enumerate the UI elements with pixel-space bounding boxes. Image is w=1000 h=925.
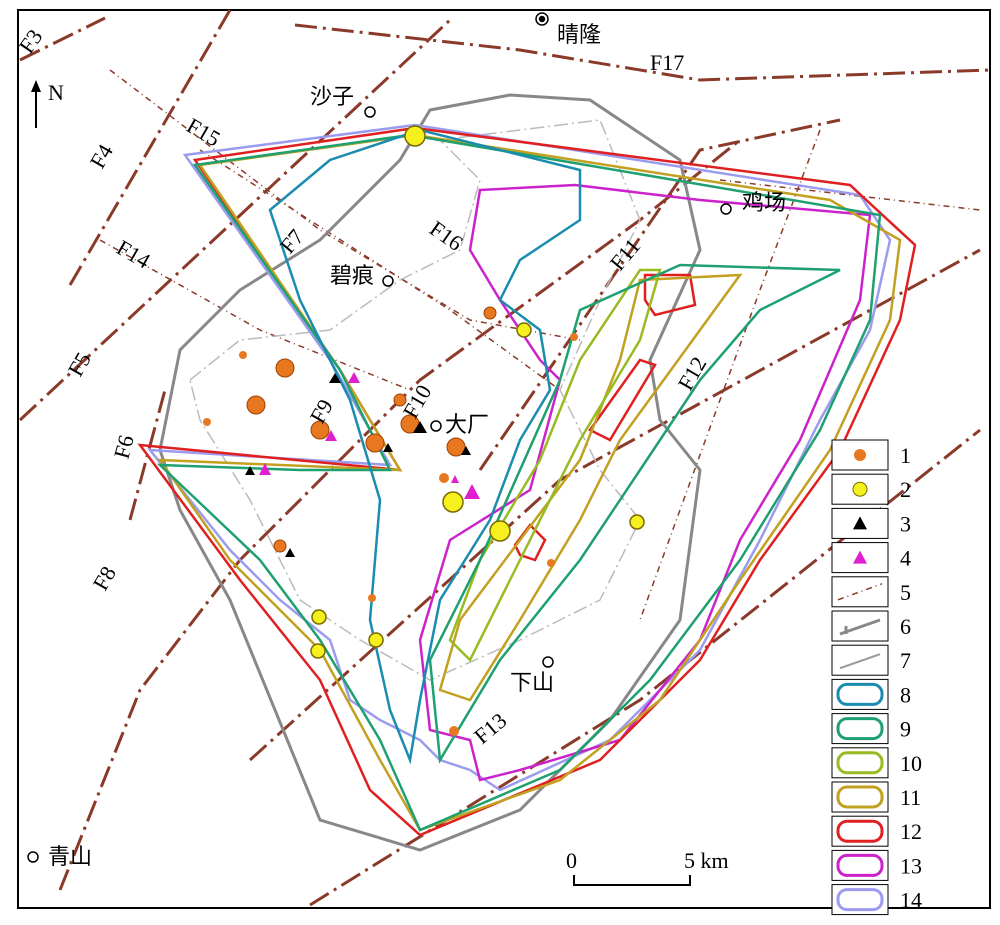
place-label: 下山 (510, 670, 554, 695)
legend-item: 11 (831, 781, 921, 813)
legend-item: 3 (831, 507, 911, 539)
legend-label: 12 (900, 819, 922, 844)
legend-symbol (836, 853, 884, 877)
legend-item: 4 (831, 542, 911, 574)
fault-line (68, 9, 232, 286)
scale-label: 0 (566, 848, 577, 873)
legend-label: 9 (900, 717, 911, 742)
map-frame (17, 9, 991, 909)
stratum-boundary (158, 93, 702, 852)
place-label: 晴隆 (557, 22, 601, 47)
legend-item: 1 (831, 439, 911, 471)
legend-symbol (836, 888, 884, 912)
legend-symbol (839, 618, 881, 636)
legend-item: 6 (831, 610, 911, 642)
deposit (273, 539, 287, 553)
place-label: 沙子 (310, 84, 354, 109)
faults (18, 9, 991, 907)
deposit-small (239, 351, 247, 359)
contour-11 (157, 133, 902, 832)
legend-box (831, 610, 889, 642)
deposit-small (449, 726, 459, 736)
fault-line (18, 18, 452, 422)
legend-item: 9 (831, 713, 911, 745)
deposit (483, 306, 497, 320)
legend-symbol (839, 653, 881, 670)
contour-8 (268, 128, 582, 765)
legend-label: 4 (900, 546, 911, 571)
legend-item: 8 (831, 678, 911, 710)
legend-symbol (836, 751, 884, 775)
legend-label: 6 (900, 614, 911, 639)
legend-label: 2 (900, 477, 911, 502)
fault-label: F17 (650, 50, 684, 75)
legend-symbol (836, 717, 884, 741)
legend-label: 13 (900, 853, 922, 878)
legend-symbol (836, 785, 884, 809)
deposit-small (439, 473, 449, 483)
legend-item: 2 (831, 473, 911, 505)
place-markers (27, 12, 732, 863)
place-label: 大厂 (445, 412, 489, 437)
fault-line (719, 179, 981, 211)
fault-line (639, 129, 821, 621)
scale-label: 5 km (684, 848, 729, 873)
legend-item: 12 (831, 815, 922, 847)
deposit-large (275, 358, 295, 378)
fault-line (478, 118, 841, 471)
north-arrow-head (31, 80, 41, 92)
deposit-small (570, 333, 578, 341)
legend-box (831, 576, 889, 608)
legend-label: 11 (900, 785, 921, 810)
legend-symbol (852, 481, 868, 497)
deposit-small (547, 559, 555, 567)
legend-item: 5 (831, 576, 911, 608)
deposit-small (368, 594, 376, 602)
deposits (203, 125, 645, 736)
fault-line (58, 138, 741, 891)
triangles-black (245, 373, 471, 557)
legend-symbol (853, 516, 867, 530)
legend-label: 10 (900, 751, 922, 776)
deposit (393, 393, 407, 407)
deposit-large (365, 433, 385, 453)
place-label: 鸡场 (742, 190, 786, 215)
fault-line (99, 239, 411, 391)
contour-12 (137, 126, 917, 837)
gold-deposits (310, 125, 645, 659)
legend-label: 14 (900, 888, 922, 913)
legend-label: 8 (900, 682, 911, 707)
fault-line (19, 16, 106, 62)
deposit-large (310, 420, 330, 440)
legend-label: 5 (900, 580, 911, 605)
legend-item: 14 (831, 884, 922, 916)
legend-symbol (836, 682, 884, 706)
legend-symbol (854, 449, 866, 461)
place-label: 碧痕 (330, 263, 374, 288)
place-label: 青山 (48, 844, 92, 869)
scale-bar (573, 875, 691, 886)
deposit-large (246, 395, 266, 415)
contour-9 (156, 133, 882, 832)
legend-symbol (853, 550, 867, 564)
legend-item: 7 (831, 644, 911, 676)
legend-label: 1 (900, 443, 911, 468)
legend-item: 13 (831, 849, 922, 881)
fault-line (294, 23, 991, 82)
legend-symbol (836, 819, 884, 843)
contour-14 (147, 123, 892, 792)
legend-label: 3 (900, 511, 911, 536)
deposit-small (203, 418, 211, 426)
legend-item: 10 (831, 747, 922, 779)
legend-label: 7 (900, 648, 911, 673)
triangles-magenta (259, 372, 480, 499)
deposit-large (446, 437, 466, 457)
north-label: N (48, 80, 64, 105)
